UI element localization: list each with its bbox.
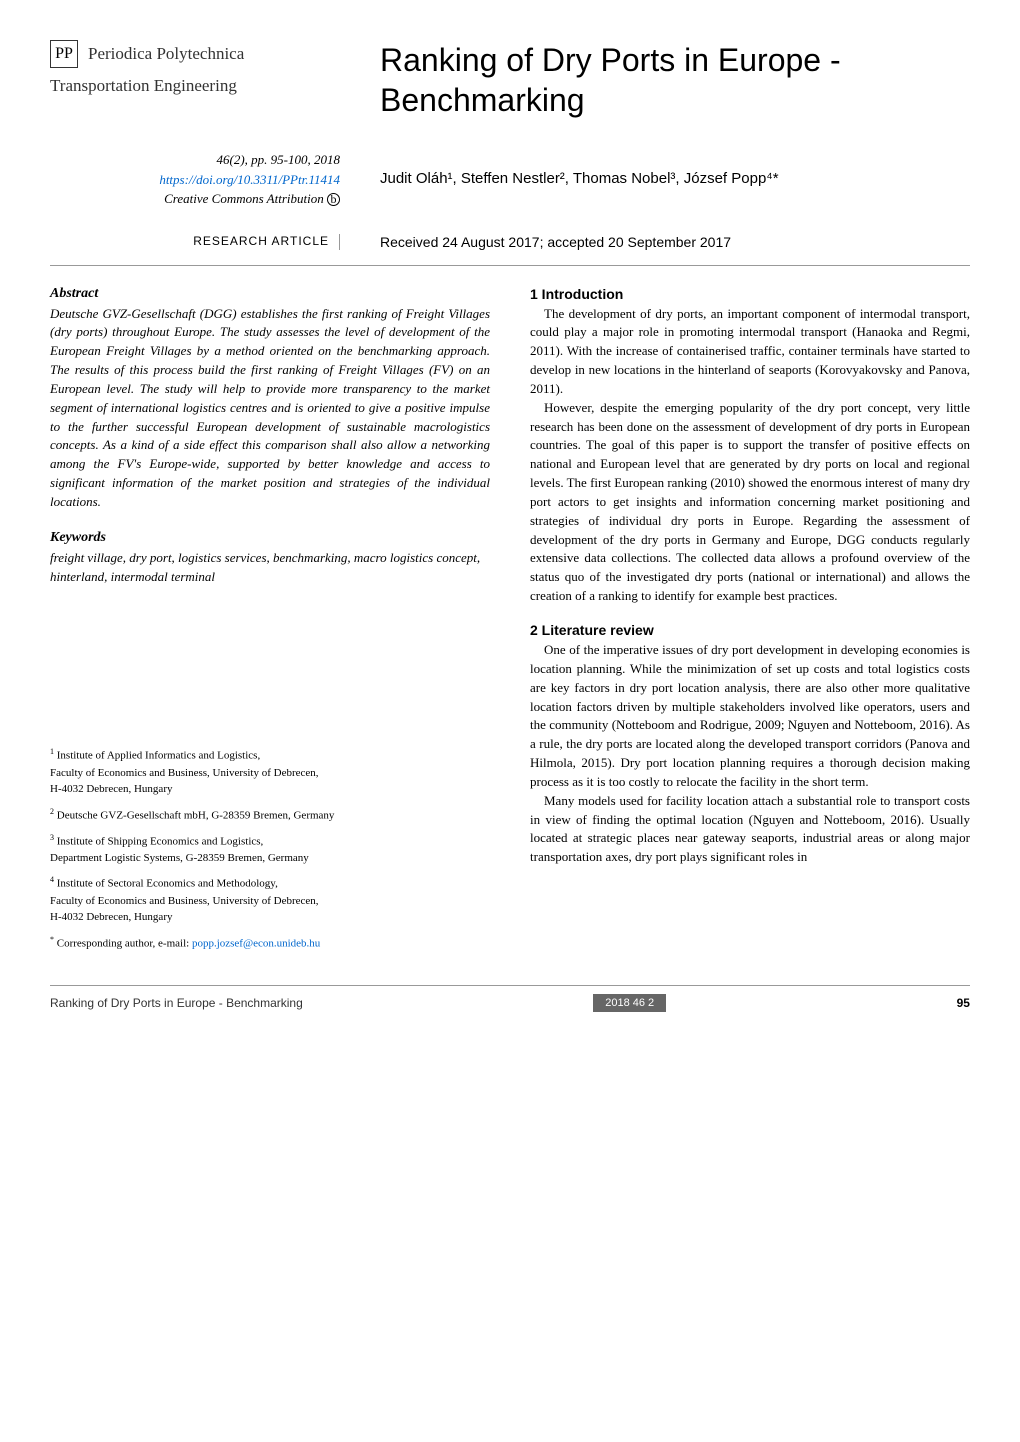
affil-line: H-4032 Debrecen, Hungary [50,911,172,923]
footer-page-number: 95 [957,996,970,1010]
license-line: Creative Commons Attribution b [50,189,340,209]
footer-issue-badge: 2018 46 2 [593,994,666,1012]
authors: Judit Oláh¹, Steffen Nestler², Thomas No… [380,150,970,209]
left-column: Abstract Deutsche GVZ-Gesellschaft (DGG)… [50,286,490,960]
license-text: Creative Commons Attribution [164,191,324,206]
divider-top [50,265,970,266]
affil-line: Institute of Sectoral Economics and Meth… [57,878,278,890]
divider-footer [50,985,970,986]
article-type-row: RESEARCH ARTICLE Received 24 August 2017… [50,234,970,250]
affil-line: Faculty of Economics and Business, Unive… [50,895,319,907]
doi-link[interactable]: https://doi.org/10.3311/PPtr.11414 [159,172,340,187]
litreview-p2: Many models used for facility location a… [530,792,970,867]
affil-line: Institute of Shipping Economics and Logi… [57,835,264,847]
corresponding-label: Corresponding author, e-mail: [57,937,192,949]
meta-row: 46(2), pp. 95-100, 2018 https://doi.org/… [50,150,970,209]
affil-line: Institute of Applied Informatics and Log… [57,750,260,762]
intro-p1: The development of dry ports, an importa… [530,305,970,399]
affil-line: Deutsche GVZ-Gesellschaft mbH, G-28359 B… [57,809,335,821]
affiliation-4: 4 Institute of Sectoral Economics and Me… [50,874,490,925]
abstract-text: Deutsche GVZ-Gesellschaft (DGG) establis… [50,305,490,512]
affil-sup: 2 [50,807,54,816]
citation-block: 46(2), pp. 95-100, 2018 https://doi.org/… [50,150,340,209]
affil-sup: 4 [50,875,54,884]
journal-logo-row: PP Periodica Polytechnica [50,40,340,68]
article-type: RESEARCH ARTICLE [50,234,340,250]
right-column: 1 Introduction The development of dry po… [530,286,970,960]
corresponding-email[interactable]: popp.jozsef@econ.unideb.hu [192,937,320,949]
cc-icon: b [327,193,340,206]
keywords-section: Keywords freight village, dry port, logi… [50,530,490,587]
litreview-p1: One of the imperative issues of dry port… [530,641,970,792]
keywords-heading: Keywords [50,530,490,546]
journal-info: PP Periodica Polytechnica Transportation… [50,40,340,120]
affil-sup: 3 [50,833,54,842]
citation: 46(2), pp. 95-100, 2018 [50,150,340,170]
affil-sup: * [50,935,54,944]
abstract-section: Abstract Deutsche GVZ-Gesellschaft (DGG)… [50,286,490,512]
affil-line: Faculty of Economics and Business, Unive… [50,767,319,779]
journal-logo-icon: PP [50,40,78,68]
intro-p2: However, despite the emerging popularity… [530,399,970,606]
received-accepted: Received 24 August 2017; accepted 20 Sep… [380,234,970,250]
affiliation-1: 1 Institute of Applied Informatics and L… [50,746,490,797]
affil-sup: 1 [50,747,54,756]
affil-line: H-4032 Debrecen, Hungary [50,783,172,795]
affil-line: Department Logistic Systems, G-28359 Bre… [50,852,309,864]
footer-title: Ranking of Dry Ports in Europe - Benchma… [50,996,303,1010]
keywords-text: freight village, dry port, logistics ser… [50,549,490,587]
main-content: Abstract Deutsche GVZ-Gesellschaft (DGG)… [50,286,970,960]
header: PP Periodica Polytechnica Transportation… [50,40,970,120]
section-heading-intro: 1 Introduction [530,286,970,302]
affiliation-2: 2 Deutsche GVZ-Gesellschaft mbH, G-28359… [50,806,490,824]
affiliations: 1 Institute of Applied Informatics and L… [50,746,490,951]
section-heading-litreview: 2 Literature review [530,622,970,638]
journal-subtitle: Transportation Engineering [50,76,340,96]
journal-name: Periodica Polytechnica [88,44,244,64]
affiliation-3: 3 Institute of Shipping Economics and Lo… [50,832,490,867]
section-introduction: 1 Introduction The development of dry po… [530,286,970,607]
title-container: Ranking of Dry Ports in Europe - Benchma… [380,40,970,120]
section-literature-review: 2 Literature review One of the imperativ… [530,622,970,867]
corresponding-author: * Corresponding author, e-mail: popp.joz… [50,934,490,952]
footer: Ranking of Dry Ports in Europe - Benchma… [50,994,970,1012]
paper-title: Ranking of Dry Ports in Europe - Benchma… [380,40,970,120]
abstract-heading: Abstract [50,286,490,302]
